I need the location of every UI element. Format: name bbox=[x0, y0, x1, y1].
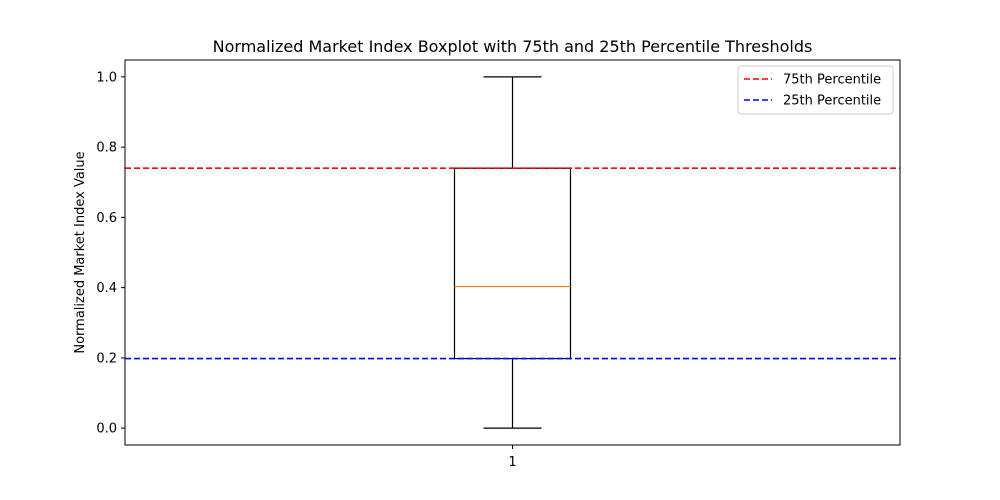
legend-label: 25th Percentile bbox=[783, 94, 881, 109]
plot-area bbox=[125, 76, 900, 429]
axes: 0.0 0.2 0.4 0.6 0.8 1.0 1 bbox=[96, 70, 516, 470]
legend-label: 75th Percentile bbox=[783, 73, 881, 88]
y-tick-label: 0.8 bbox=[96, 141, 117, 156]
y-tick-label: 0.4 bbox=[96, 281, 117, 296]
y-tick-label: 1.0 bbox=[96, 70, 117, 85]
chart-title: Normalized Market Index Boxplot with 75t… bbox=[213, 37, 813, 56]
y-tick-label: 0.2 bbox=[96, 351, 117, 366]
y-tick-label: 0.6 bbox=[96, 211, 117, 226]
box-iqr bbox=[453, 167, 572, 360]
y-axis-label: Normalized Market Index Value bbox=[73, 151, 88, 353]
legend-box bbox=[737, 65, 894, 115]
y-tick-label: 0.0 bbox=[96, 422, 117, 437]
legend: 75th Percentile 25th Percentile bbox=[737, 65, 894, 115]
x-tick-label: 1 bbox=[508, 455, 516, 470]
